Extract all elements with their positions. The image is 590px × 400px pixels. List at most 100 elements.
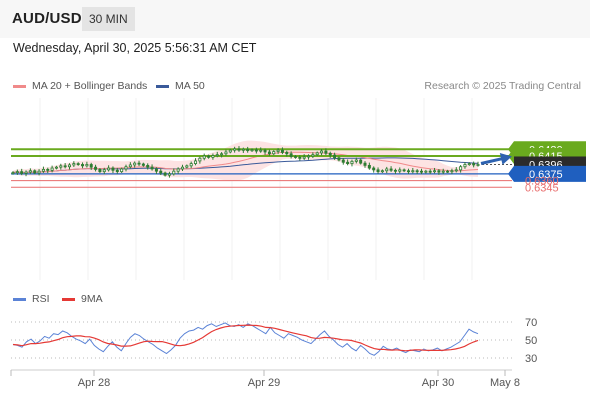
candle-body (450, 170, 454, 173)
rsi-swatch (13, 297, 26, 301)
candle-body (346, 161, 350, 164)
candle-body (67, 164, 71, 168)
candle-body (107, 167, 111, 171)
candle-body (146, 164, 150, 168)
candle-body (120, 168, 124, 173)
candle-body (207, 155, 211, 158)
candle-body (128, 164, 132, 168)
rsi-tick-label: 50 (525, 335, 537, 347)
candle-body (385, 168, 389, 172)
ma20-legend-label: MA 20 + Bollinger Bands (32, 80, 148, 92)
candle-body (298, 156, 302, 159)
candle-body (293, 156, 297, 158)
candle-body (372, 167, 376, 171)
candle-body (333, 154, 337, 159)
candle-body (267, 151, 271, 155)
candle-body (376, 169, 380, 173)
candle-body (50, 167, 54, 171)
candle-body (307, 155, 311, 158)
candle-body (133, 162, 137, 166)
candle-body (359, 159, 363, 164)
candle-body (194, 160, 198, 164)
candle-body (172, 170, 176, 175)
candle-body (220, 153, 224, 156)
candle-body (81, 164, 85, 167)
candle-body (15, 171, 19, 174)
level-tag-support (508, 165, 586, 182)
candle-body (328, 152, 332, 156)
candle-body (454, 169, 458, 172)
candle-body (59, 165, 63, 168)
x-tick-label: Apr 30 (422, 377, 454, 389)
ma50-swatch (156, 84, 169, 88)
candle-body (228, 149, 232, 153)
candle-body (276, 149, 280, 152)
candle-body (46, 169, 50, 171)
level-label-support: 0.6375 (529, 169, 563, 181)
candle-body (420, 170, 424, 173)
candle-body (37, 170, 41, 174)
candle-body (211, 155, 215, 158)
candle-body (159, 170, 163, 174)
candle-body (180, 166, 184, 170)
candle-body (446, 170, 450, 173)
candle-body (154, 168, 158, 172)
candle-body (337, 157, 341, 161)
candle-body (72, 163, 76, 166)
candle-body (380, 170, 384, 173)
candle-body (141, 163, 145, 166)
candle-body (185, 165, 189, 168)
timeframe-badge[interactable]: 30 MIN (82, 7, 135, 31)
candle-body (441, 170, 445, 173)
ma50-legend-label: MA 50 (175, 80, 205, 92)
candle-body (315, 152, 319, 156)
ma20-line (12, 151, 479, 174)
datetime-label: Wednesday, April 30, 2025 5:56:31 AM CET (13, 41, 257, 55)
chart-header: AUD/USD 30 MIN (0, 0, 590, 38)
candle-body (115, 169, 119, 173)
candle-body (224, 151, 228, 155)
candle-body (241, 148, 245, 151)
candle-body (433, 170, 437, 173)
candle-body (406, 170, 410, 173)
rsi-ma-swatch (62, 297, 75, 301)
legend-rsi-ma: 9MA (62, 293, 103, 305)
candle-body (137, 162, 141, 165)
candle-body (415, 170, 419, 173)
candle-body (393, 169, 397, 172)
candle-body (150, 166, 154, 170)
rsi-tick-label: 70 (525, 317, 537, 329)
candle-body (111, 167, 115, 171)
candle-body (33, 170, 37, 174)
candle-body (476, 164, 480, 166)
candle-body (189, 163, 193, 167)
candle-body (428, 170, 432, 173)
candle-body (472, 163, 476, 166)
candle-body (302, 156, 306, 159)
candle-body (324, 150, 328, 154)
candle-body (363, 162, 367, 166)
rsi-ma-legend-label: 9MA (81, 293, 103, 305)
candle-body (76, 163, 80, 165)
candle-body (367, 164, 371, 169)
candle-body (11, 172, 15, 174)
level-label-support: 0.6345 (525, 182, 559, 194)
candle-body (24, 171, 28, 174)
candle-body (254, 149, 258, 152)
candle-body (89, 164, 93, 168)
bollinger-band (13, 140, 478, 181)
candle-body (102, 169, 106, 173)
candle-body (341, 159, 345, 163)
candle-body (263, 149, 267, 153)
candle-body (289, 153, 293, 157)
candle-body (124, 166, 128, 170)
legend-ma20: MA 20 + Bollinger Bands (13, 80, 147, 92)
candle-body (350, 160, 354, 164)
candle-body (85, 164, 89, 167)
candle-body (424, 170, 428, 173)
candle-body (285, 152, 289, 155)
candle-body (215, 154, 219, 157)
candle-body (176, 168, 180, 172)
candle-body (237, 148, 241, 151)
